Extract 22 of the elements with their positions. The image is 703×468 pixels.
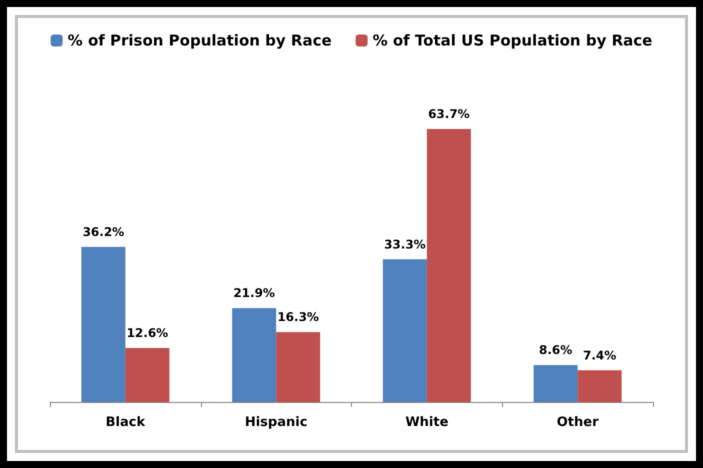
bar (534, 365, 578, 402)
legend-label: % of Prison Population by Race (68, 32, 332, 50)
x-tick-label: Other (556, 415, 600, 430)
x-tick-label: Black (106, 415, 146, 430)
bar (382, 259, 427, 402)
data-label: 33.3% (384, 237, 426, 252)
data-label: 36.2% (82, 224, 124, 239)
data-label: 12.6% (126, 326, 168, 340)
bar (81, 246, 126, 402)
data-label: 16.3% (277, 310, 319, 324)
data-label: 63.7% (428, 107, 470, 121)
legend-label: % of Total US Population by Race (372, 32, 652, 50)
data-label: 8.6% (538, 343, 572, 358)
data-label: 21.9% (233, 286, 275, 300)
bar (276, 332, 320, 402)
bar (578, 370, 622, 402)
data-label: 7.4% (582, 348, 616, 362)
bar (125, 348, 170, 402)
bar (232, 308, 276, 402)
x-tick-label: White (405, 415, 449, 430)
bar (426, 129, 471, 402)
x-tick-label: Hispanic (244, 415, 308, 430)
